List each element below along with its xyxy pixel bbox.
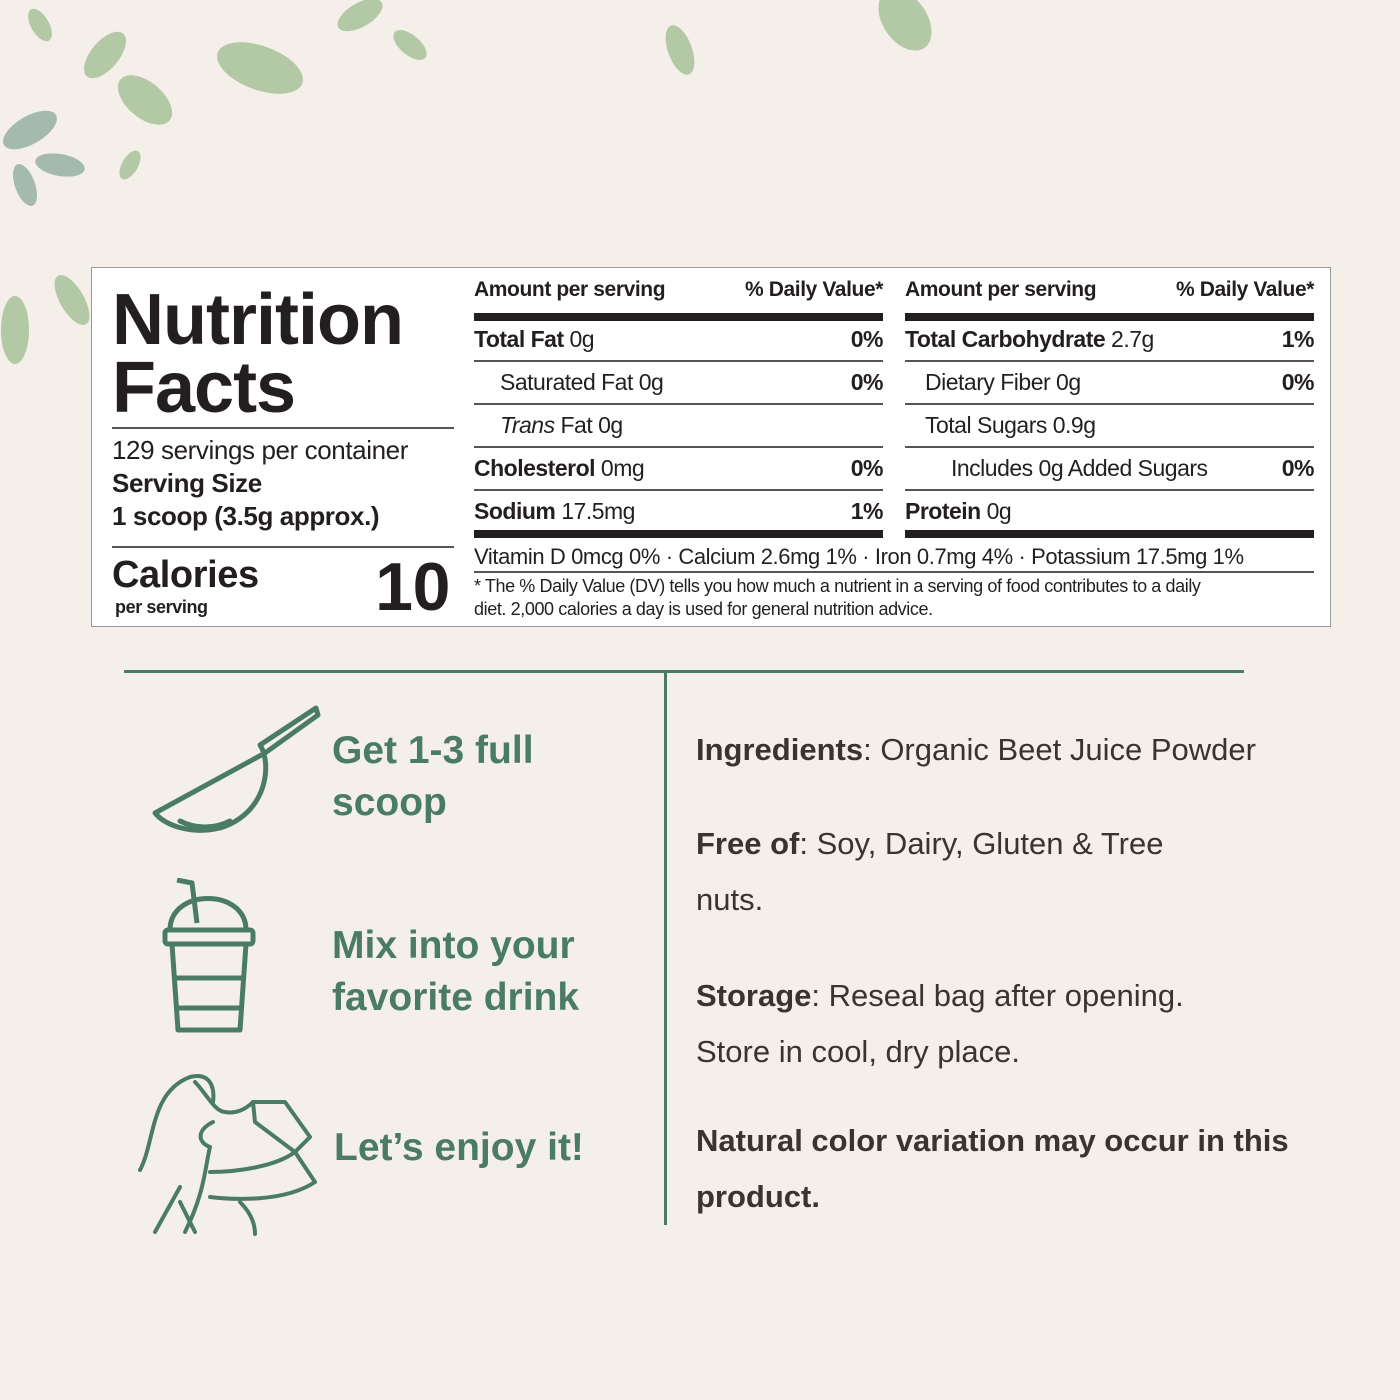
step-3-text: Let’s enjoy it! bbox=[334, 1126, 584, 1169]
leaves-decoration bbox=[1, 0, 932, 364]
nutrient-name: Sodium 17.5mg bbox=[474, 498, 635, 524]
scoop-icon bbox=[152, 705, 321, 833]
cup-icon bbox=[162, 878, 256, 1033]
storage: Storage: Reseal bag after opening. Store … bbox=[696, 978, 1184, 1069]
nutrient-dv: 0% bbox=[850, 326, 884, 352]
nutrient-dv: 0% bbox=[1281, 369, 1315, 395]
nutrient-row: Trans Fat 0g bbox=[500, 404, 883, 447]
calories-label: Calories bbox=[112, 554, 259, 596]
nutrient-dv: 0% bbox=[850, 369, 884, 395]
serving-size-value: 1 scoop (3.5g approx.) bbox=[112, 501, 380, 531]
nutrient-row: Total Fat 0g 0% bbox=[474, 318, 884, 361]
nutrient-dv: 0% bbox=[850, 455, 884, 481]
calories-sub: per serving bbox=[115, 597, 208, 617]
step-1-text: Get 1-3 full scoop bbox=[332, 729, 534, 824]
ingredients: Ingredients: Organic Beet Juice Powder bbox=[696, 732, 1256, 767]
nutrient-name: Trans Fat 0g bbox=[500, 412, 623, 438]
color-variation-note: Natural color variation may occur in thi… bbox=[696, 1123, 1289, 1214]
nutrient-name: Total Sugars 0.9g bbox=[925, 412, 1096, 438]
nutrient-row: Total Carbohydrate 2.7g 1% bbox=[905, 318, 1315, 361]
nutrition-title-2: Facts bbox=[112, 348, 296, 428]
nutrient-name: Cholesterol 0mg bbox=[474, 455, 645, 481]
woman-drinking-icon bbox=[138, 1074, 317, 1236]
nutrient-name: Includes 0g Added Sugars bbox=[951, 455, 1208, 481]
vitamins-minerals: Vitamin D 0mcg 0% · Calcium 2.6mg 1% · I… bbox=[474, 544, 1244, 569]
nutrient-row: Cholesterol 0mg 0% bbox=[474, 447, 884, 490]
nutrient-row: Dietary Fiber 0g 0% bbox=[925, 361, 1315, 404]
free-of: Free of: Soy, Dairy, Gluten & Tree nuts. bbox=[696, 826, 1164, 917]
nutrient-dv: 0% bbox=[1281, 455, 1315, 481]
divider-vertical bbox=[664, 673, 667, 1225]
nutrient-name: Saturated Fat 0g bbox=[500, 369, 664, 395]
nutrition-facts-label: Nutrition Facts 129 servings per contain… bbox=[91, 267, 1331, 627]
nutrient-name: Total Fat 0g bbox=[474, 326, 595, 352]
nutrient-row: Sodium 17.5mg 1% bbox=[474, 490, 884, 533]
header-daily-value: % Daily Value* bbox=[1176, 278, 1314, 301]
serving-size-label: Serving Size bbox=[112, 468, 262, 498]
step-2-text: Mix into your favorite drink bbox=[332, 924, 580, 1019]
nutrient-dv: 1% bbox=[850, 498, 884, 524]
header-amount: Amount per serving bbox=[474, 278, 666, 301]
divider-horizontal bbox=[124, 670, 1244, 673]
nutrient-name: Dietary Fiber 0g bbox=[925, 369, 1081, 395]
header-daily-value: % Daily Value* bbox=[745, 278, 883, 301]
nutrient-dv: 1% bbox=[1281, 326, 1315, 352]
nutrient-name: Protein 0g bbox=[905, 498, 1012, 524]
servings-per-container: 129 servings per container bbox=[112, 435, 409, 465]
header-amount: Amount per serving bbox=[905, 278, 1097, 301]
calories-value: 10 bbox=[375, 549, 450, 625]
footnote-2: diet. 2,000 calories a day is used for g… bbox=[474, 599, 933, 619]
nutrient-row: Saturated Fat 0g 0% bbox=[500, 361, 884, 404]
nutrient-row: Total Sugars 0.9g bbox=[925, 404, 1314, 447]
footnote: * The % Daily Value (DV) tells you how m… bbox=[474, 576, 1201, 596]
nutrient-row: Protein 0g bbox=[905, 490, 1314, 533]
nutrient-row: Includes 0g Added Sugars 0% bbox=[951, 447, 1315, 490]
nutrition-title: Nutrition bbox=[112, 280, 404, 360]
nutrient-name: Total Carbohydrate 2.7g bbox=[905, 326, 1154, 352]
